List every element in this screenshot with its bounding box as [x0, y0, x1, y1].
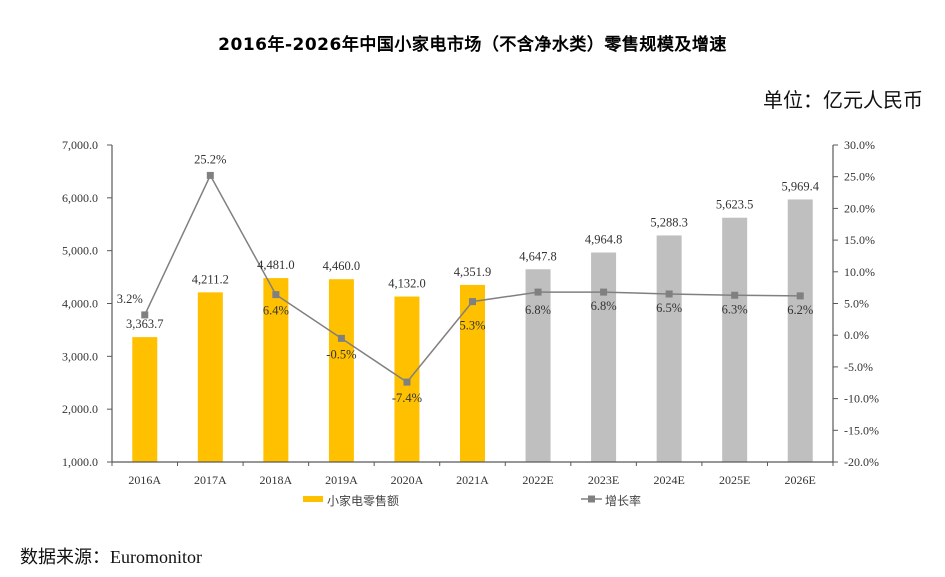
x-tick-label: 2021A — [456, 473, 489, 487]
growth-marker-2017A — [206, 171, 214, 179]
growth-marker-2018A — [272, 291, 280, 299]
bar-value-label: 4,132.0 — [388, 277, 426, 291]
bar-2026E — [787, 199, 813, 463]
growth-marker-2025E — [731, 291, 739, 299]
y-left-tick-label: 2,000.0 — [62, 402, 98, 416]
data-source: 数据来源：Euromonitor — [20, 547, 202, 567]
chart-title: 2016年-2026年中国小家电市场（不含净水类）零售规模及增速 — [218, 35, 727, 55]
y-right-tick-label: 0.0% — [844, 328, 869, 342]
bar-2022E — [525, 269, 551, 462]
bar-2017A — [197, 292, 223, 462]
legend-swatch-bar — [303, 496, 323, 502]
bar-value-label: 4,964.8 — [585, 233, 623, 247]
legend-label: 增长率 — [605, 493, 641, 508]
growth-marker-2020A — [403, 378, 411, 386]
x-tick-label: 2023E — [588, 473, 619, 487]
growth-value-label: 25.2% — [194, 152, 226, 166]
axes-layer: 1,000.0 2,000.0 3,000.0 4,000.0 5,000.0 6,000… — [62, 138, 879, 487]
x-tick-label: 2022E — [522, 473, 553, 487]
legend-item-retail-sales[interactable]: 小家电零售额 — [303, 493, 399, 508]
bar-value-label: 4,460.0 — [323, 259, 361, 273]
bar-value-label: 5,623.5 — [716, 198, 754, 212]
bar-value-label: 4,211.2 — [192, 272, 229, 286]
growth-marker-2016A — [141, 311, 149, 319]
bars-layer — [132, 199, 813, 463]
bar-2019A — [328, 279, 354, 462]
bar-2023E — [591, 252, 617, 462]
bar-value-label: 4,351.9 — [454, 265, 492, 279]
bar-2016A — [132, 337, 158, 462]
y-right-tick-label: 5.0% — [844, 297, 869, 311]
x-tick-label: 2026E — [785, 473, 816, 487]
growth-line-layer — [141, 171, 804, 386]
y-right-tick-label: 10.0% — [844, 265, 875, 279]
growth-value-label: 3.2% — [117, 292, 143, 306]
x-tick-label: 2016A — [128, 473, 161, 487]
y-left-tick-label: 4,000.0 — [62, 297, 98, 311]
bar-value-label: 4,647.8 — [519, 249, 557, 263]
x-tick-label: 2024E — [653, 473, 684, 487]
growth-marker-2026E — [796, 292, 804, 300]
x-tick-label: 2018A — [260, 473, 293, 487]
growth-marker-2023E — [600, 288, 608, 296]
growth-value-label: -7.4% — [392, 391, 422, 405]
y-left-tick-label: 7,000.0 — [62, 138, 98, 152]
bar-value-label: 4,481.0 — [257, 258, 295, 272]
legend-swatch-marker — [588, 495, 595, 503]
legend-label: 小家电零售额 — [327, 493, 399, 508]
y-right-tick-label: 30.0% — [844, 138, 875, 152]
growth-value-label: -0.5% — [326, 347, 356, 361]
growth-marker-2022E — [534, 288, 542, 296]
y-right-tick-label: 25.0% — [844, 170, 875, 184]
x-tick-label: 2017A — [194, 473, 227, 487]
bar-2021A — [460, 284, 485, 462]
growth-marker-2021A — [469, 298, 476, 306]
x-tick-label: 2019A — [325, 473, 358, 487]
labels-layer: 3,363.7 4,211.2 4,481.0 4,460.0 4,132.0 4,351… — [117, 152, 820, 405]
bar-2024E — [656, 235, 682, 462]
unit-label: 单位：亿元人民币 — [763, 90, 923, 112]
bar-value-label: 5,969.4 — [781, 179, 819, 193]
y-right-tick-label: -20.0% — [844, 455, 879, 469]
y-right-tick-label: 15.0% — [844, 233, 875, 247]
growth-marker-2024E — [665, 290, 673, 298]
legend[interactable]: 小家电零售额 增长率 — [303, 493, 641, 508]
x-tick-label: 2025E — [719, 473, 750, 487]
bar-2018A — [263, 278, 289, 462]
growth-value-label: 6.8% — [525, 303, 551, 317]
growth-value-label: 6.4% — [263, 304, 289, 318]
growth-value-label: 6.8% — [591, 299, 617, 313]
y-right-tick-label: -5.0% — [844, 360, 873, 374]
y-right-tick-label: -15.0% — [844, 423, 879, 437]
y-left-tick-label: 1,000.0 — [62, 455, 98, 469]
growth-value-label: 6.5% — [656, 301, 682, 315]
y-left-tick-label: 3,000.0 — [62, 349, 98, 363]
legend-item-growth-rate[interactable]: 增长率 — [581, 493, 641, 508]
growth-value-label: 6.2% — [787, 303, 813, 317]
growth-marker-2019A — [337, 334, 345, 342]
growth-value-label: 6.3% — [722, 302, 748, 316]
bar-value-label: 3,363.7 — [126, 317, 164, 331]
bar-2025E — [722, 217, 748, 462]
x-tick-label: 2020A — [391, 473, 424, 487]
bar-value-label: 5,288.3 — [650, 215, 688, 229]
y-right-tick-label: 20.0% — [844, 201, 875, 215]
y-right-tick-label: -10.0% — [844, 392, 879, 406]
y-left-tick-label: 5,000.0 — [62, 244, 98, 258]
growth-value-label: 5.3% — [459, 319, 485, 333]
y-left-tick-label: 6,000.0 — [62, 191, 98, 205]
